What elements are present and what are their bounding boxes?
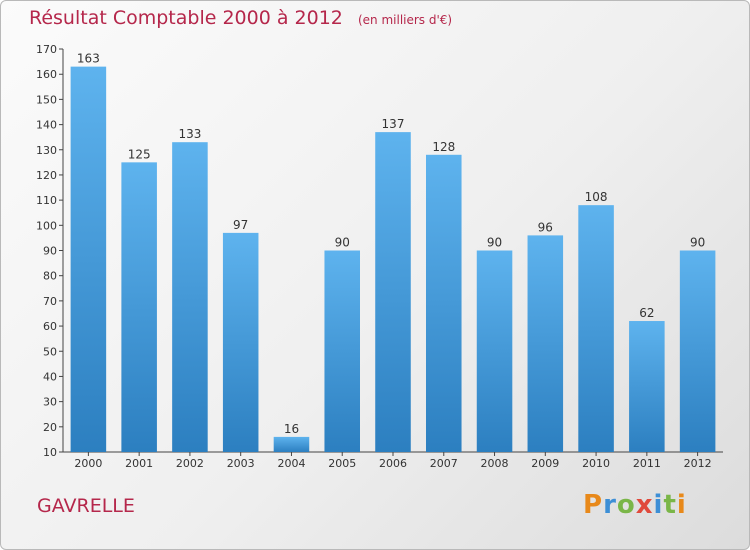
y-tick-label: 130 (36, 144, 57, 157)
logo-letter: x (635, 490, 654, 520)
bar (527, 235, 564, 452)
y-tick-label: 60 (43, 320, 57, 333)
bar (578, 205, 614, 452)
bar (172, 142, 208, 452)
logo-letter: i (653, 490, 664, 520)
bar (273, 436, 310, 452)
bar (426, 154, 462, 452)
y-tick-label: 40 (43, 370, 57, 383)
logo-letter: t (663, 490, 677, 520)
y-tick-label: 20 (43, 421, 57, 434)
x-tick-label: 2006 (379, 457, 407, 470)
bar (375, 132, 411, 452)
data-label: 96 (538, 220, 553, 234)
y-tick-label: 120 (36, 169, 57, 182)
y-tick-label: 90 (43, 245, 57, 258)
y-tick-label: 140 (36, 119, 57, 132)
city-name: GAVRELLE (37, 495, 135, 517)
y-tick-label: 170 (36, 43, 57, 56)
data-label: 90 (335, 236, 350, 250)
x-tick-label: 2012 (684, 457, 712, 470)
y-tick-label: 30 (43, 396, 57, 409)
data-label: 90 (487, 236, 502, 250)
x-tick-label: 2005 (328, 457, 356, 470)
bar (629, 321, 665, 452)
chart-title: Résultat Comptable 2000 à 2012 (en milli… (29, 7, 452, 29)
data-label: 125 (128, 147, 151, 161)
x-tick-label: 2009 (531, 457, 559, 470)
bar (222, 232, 259, 452)
data-label: 137 (382, 117, 405, 131)
x-tick-label: 2001 (125, 457, 153, 470)
x-tick-label: 2002 (176, 457, 204, 470)
x-tick-label: 2003 (227, 457, 255, 470)
data-label: 163 (77, 52, 100, 66)
y-tick-label: 160 (36, 68, 57, 81)
data-label: 62 (639, 306, 654, 320)
x-tick-label: 2007 (430, 457, 458, 470)
bar (121, 162, 157, 452)
data-label: 128 (432, 140, 455, 154)
data-label: 90 (690, 236, 705, 250)
y-tick-label: 10 (43, 446, 57, 459)
logo-letter: i (676, 490, 687, 520)
logo-letter: o (616, 490, 636, 520)
y-tick-label: 100 (36, 219, 57, 232)
x-tick-label: 2008 (481, 457, 509, 470)
y-tick-label: 150 (36, 93, 57, 106)
logo-letter: P (583, 490, 604, 520)
y-tick-label: 110 (36, 194, 57, 207)
bar (679, 250, 716, 452)
x-tick-label: 2004 (277, 457, 305, 470)
chart-title-main: Résultat Comptable 2000 à 2012 (29, 7, 343, 29)
proxiti-logo[interactable]: Proxiti (583, 490, 687, 520)
x-tick-label: 2000 (74, 457, 102, 470)
y-tick-label: 50 (43, 345, 57, 358)
y-tick-label: 80 (43, 270, 57, 283)
chart-title-unit: (en milliers d'€) (357, 13, 453, 27)
bar (70, 66, 107, 452)
data-label: 133 (178, 127, 201, 141)
data-label: 97 (233, 218, 248, 232)
data-label: 108 (585, 190, 608, 204)
x-tick-label: 2010 (582, 457, 610, 470)
logo-letter: r (603, 490, 617, 520)
x-tick-label: 2011 (633, 457, 661, 470)
bar (476, 250, 513, 452)
bar (324, 250, 360, 452)
data-label: 16 (284, 422, 299, 436)
y-tick-label: 70 (43, 295, 57, 308)
